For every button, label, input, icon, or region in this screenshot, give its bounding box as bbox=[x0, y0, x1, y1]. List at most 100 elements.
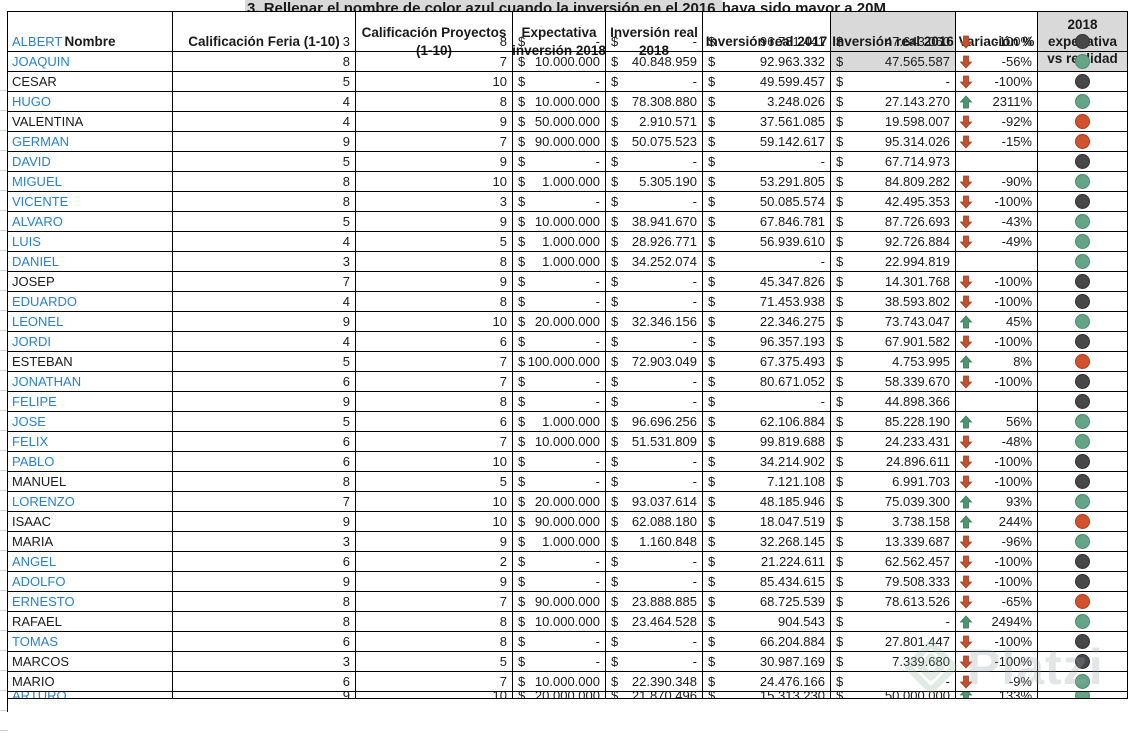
cell-calificacion-proyectos[interactable]: 8 bbox=[356, 92, 513, 112]
cell-inversion-real-2018[interactable]: $5.305.190 bbox=[606, 172, 703, 192]
cell-expectativa-vs-realidad[interactable] bbox=[1038, 52, 1128, 72]
cell-expectativa-vs-realidad[interactable] bbox=[1038, 532, 1128, 552]
cell-inversion-real-2017[interactable]: $18.047.519 bbox=[703, 512, 831, 532]
cell-variacion[interactable]: 93% bbox=[956, 492, 1038, 512]
cell-calificacion-feria[interactable]: 8 bbox=[173, 172, 356, 192]
cell-calificacion-feria[interactable]: 4 bbox=[173, 292, 356, 312]
cell-nombre[interactable]: MARIA bbox=[8, 532, 173, 552]
cell-expectativa-2018[interactable]: $ - bbox=[513, 332, 606, 352]
cell-calificacion-proyectos[interactable]: 5 bbox=[356, 232, 513, 252]
cell-calificacion-feria[interactable]: 8 bbox=[173, 612, 356, 632]
cell-inversion-real-2016[interactable]: $3.738.158 bbox=[831, 512, 956, 532]
cell-inversion-real-2018[interactable]: $22.390.348 bbox=[606, 672, 703, 692]
cell-variacion[interactable]: -100% bbox=[956, 32, 1038, 52]
cell-calificacion-proyectos[interactable]: 8 bbox=[356, 392, 513, 412]
cell-expectativa-vs-realidad[interactable] bbox=[1038, 212, 1128, 232]
cell-inversion-real-2018[interactable]: $ - bbox=[606, 652, 703, 672]
cell-inversion-real-2018[interactable]: $50.075.523 bbox=[606, 132, 703, 152]
column-header-5[interactable]: Inversión real 2017 bbox=[703, 12, 831, 72]
cell-inversion-real-2016[interactable]: $27.143.270 bbox=[831, 92, 956, 112]
cell-inversion-real-2017[interactable]: $62.106.884 bbox=[703, 412, 831, 432]
cell-expectativa-2018[interactable]: $90.000.000 bbox=[513, 132, 606, 152]
cell-expectativa-vs-realidad[interactable] bbox=[1038, 692, 1128, 699]
cell-expectativa-2018[interactable]: $1.000.000 bbox=[513, 232, 606, 252]
cell-inversion-real-2016[interactable]: $73.743.047 bbox=[831, 312, 956, 332]
cell-variacion[interactable] bbox=[956, 152, 1038, 172]
cell-variacion[interactable]: -100% bbox=[956, 552, 1038, 572]
cell-variacion[interactable]: 56% bbox=[956, 412, 1038, 432]
cell-calificacion-feria[interactable]: 3 bbox=[173, 252, 356, 272]
cell-expectativa-2018[interactable]: $100.000.000 bbox=[513, 352, 606, 372]
cell-calificacion-feria[interactable]: 4 bbox=[173, 112, 356, 132]
cell-inversion-real-2016[interactable]: $79.508.333 bbox=[831, 572, 956, 592]
cell-calificacion-feria[interactable]: 6 bbox=[173, 672, 356, 692]
cell-expectativa-2018[interactable]: $20.000.000 bbox=[513, 692, 606, 699]
cell-expectativa-vs-realidad[interactable] bbox=[1038, 672, 1128, 692]
cell-expectativa-vs-realidad[interactable] bbox=[1038, 592, 1128, 612]
cell-expectativa-vs-realidad[interactable] bbox=[1038, 332, 1128, 352]
cell-inversion-real-2016[interactable]: $84.809.282 bbox=[831, 172, 956, 192]
cell-expectativa-vs-realidad[interactable] bbox=[1038, 292, 1128, 312]
cell-variacion[interactable]: -96% bbox=[956, 532, 1038, 552]
cell-inversion-real-2018[interactable]: $ - bbox=[606, 392, 703, 412]
cell-variacion[interactable]: -100% bbox=[956, 572, 1038, 592]
cell-nombre[interactable]: TOMAS bbox=[8, 632, 173, 652]
cell-expectativa-2018[interactable]: $10.000.000 bbox=[513, 612, 606, 632]
cell-inversion-real-2016[interactable]: $7.339.680 bbox=[831, 652, 956, 672]
cell-inversion-real-2017[interactable]: $92.963.332 bbox=[703, 52, 831, 72]
cell-inversion-real-2017[interactable]: $32.268.145 bbox=[703, 532, 831, 552]
cell-inversion-real-2016[interactable]: $6.991.703 bbox=[831, 472, 956, 492]
cell-inversion-real-2016[interactable]: $38.593.802 bbox=[831, 292, 956, 312]
cell-nombre[interactable]: VICENTE bbox=[8, 192, 173, 212]
cell-inversion-real-2018[interactable]: $21.870.496 bbox=[606, 692, 703, 699]
cell-calificacion-proyectos[interactable]: 8 bbox=[356, 252, 513, 272]
cell-inversion-real-2017[interactable]: $34.214.902 bbox=[703, 452, 831, 472]
cell-inversion-real-2016[interactable]: $87.726.693 bbox=[831, 212, 956, 232]
cell-nombre[interactable]: ALBERT bbox=[8, 32, 173, 52]
cell-inversion-real-2016[interactable]: $13.339.687 bbox=[831, 532, 956, 552]
cell-expectativa-vs-realidad[interactable] bbox=[1038, 312, 1128, 332]
cell-inversion-real-2018[interactable]: $23.464.528 bbox=[606, 612, 703, 632]
cell-nombre[interactable]: JOAQUIN bbox=[8, 52, 173, 72]
cell-expectativa-2018[interactable]: $ - bbox=[513, 392, 606, 412]
cell-calificacion-feria[interactable]: 8 bbox=[173, 472, 356, 492]
cell-calificacion-feria[interactable]: 9 bbox=[173, 692, 356, 699]
cell-calificacion-proyectos[interactable]: 10 bbox=[356, 72, 513, 92]
cell-expectativa-2018[interactable]: $ - bbox=[513, 72, 606, 92]
cell-expectativa-vs-realidad[interactable] bbox=[1038, 452, 1128, 472]
cell-expectativa-vs-realidad[interactable] bbox=[1038, 472, 1128, 492]
cell-expectativa-2018[interactable]: $ - bbox=[513, 152, 606, 172]
cell-calificacion-proyectos[interactable]: 7 bbox=[356, 672, 513, 692]
column-header-0[interactable]: Nombre bbox=[8, 12, 173, 72]
cell-expectativa-vs-realidad[interactable] bbox=[1038, 132, 1128, 152]
cell-inversion-real-2017[interactable]: $21.224.611 bbox=[703, 552, 831, 572]
cell-inversion-real-2018[interactable]: $ - bbox=[606, 152, 703, 172]
cell-variacion[interactable]: -48% bbox=[956, 432, 1038, 452]
cell-expectativa-vs-realidad[interactable] bbox=[1038, 112, 1128, 132]
cell-inversion-real-2018[interactable]: $38.941.670 bbox=[606, 212, 703, 232]
cell-expectativa-vs-realidad[interactable] bbox=[1038, 572, 1128, 592]
cell-calificacion-feria[interactable]: 8 bbox=[173, 592, 356, 612]
cell-expectativa-2018[interactable]: $10.000.000 bbox=[513, 52, 606, 72]
cell-inversion-real-2017[interactable]: $96.781.441 bbox=[703, 32, 831, 52]
cell-calificacion-proyectos[interactable]: 3 bbox=[356, 192, 513, 212]
cell-calificacion-feria[interactable]: 5 bbox=[173, 412, 356, 432]
cell-expectativa-vs-realidad[interactable] bbox=[1038, 372, 1128, 392]
cell-calificacion-feria[interactable]: 6 bbox=[173, 452, 356, 472]
cell-variacion[interactable]: -65% bbox=[956, 592, 1038, 612]
cell-calificacion-feria[interactable]: 8 bbox=[173, 192, 356, 212]
cell-inversion-real-2017[interactable]: $45.347.826 bbox=[703, 272, 831, 292]
cell-expectativa-2018[interactable]: $10.000.000 bbox=[513, 672, 606, 692]
cell-calificacion-proyectos[interactable]: 10 bbox=[356, 172, 513, 192]
cell-variacion[interactable]: -100% bbox=[956, 332, 1038, 352]
cell-expectativa-2018[interactable]: $ - bbox=[513, 32, 606, 52]
cell-expectativa-vs-realidad[interactable] bbox=[1038, 192, 1128, 212]
cell-inversion-real-2016[interactable]: $24.233.431 bbox=[831, 432, 956, 452]
cell-calificacion-proyectos[interactable]: 5 bbox=[356, 652, 513, 672]
cell-variacion[interactable]: 244% bbox=[956, 512, 1038, 532]
cell-expectativa-2018[interactable]: $ - bbox=[513, 652, 606, 672]
cell-expectativa-vs-realidad[interactable] bbox=[1038, 32, 1128, 52]
cell-variacion[interactable]: -100% bbox=[956, 372, 1038, 392]
cell-nombre[interactable]: MANUEL bbox=[8, 472, 173, 492]
cell-expectativa-2018[interactable]: $20.000.000 bbox=[513, 312, 606, 332]
